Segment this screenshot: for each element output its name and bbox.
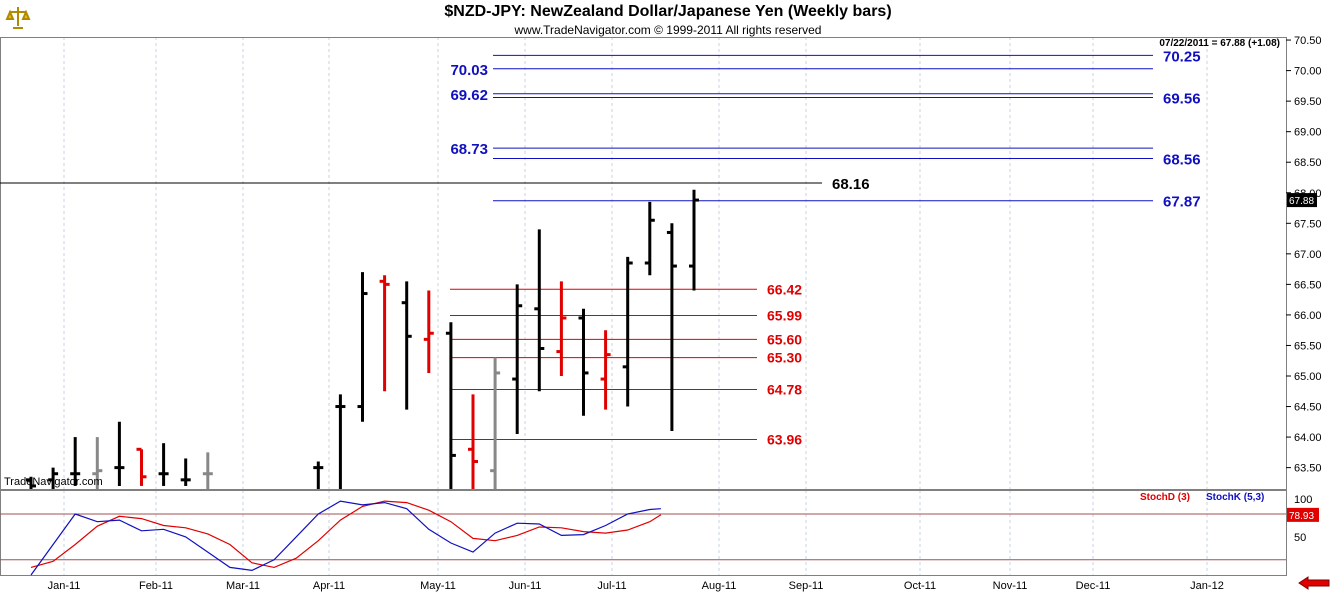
y-tick-label: 65.50 [1294,340,1322,352]
y-tick-label: 64.00 [1294,432,1322,444]
chart-gridlines [63,37,1208,575]
chart-frame [0,37,1287,576]
blue-level-label: 70.03 [450,62,488,79]
stoch-tick-label: 50 [1294,532,1306,544]
ohlc-bar [423,290,434,373]
stoch-tick-label: 100 [1294,494,1312,506]
legend-stochk[interactable]: StochK (5,3) [1206,492,1265,503]
ohlc-bar [313,461,324,489]
stoch-series-red [30,500,662,569]
price-bars [26,189,699,489]
black-level-label: 68.16 [832,176,870,193]
red-level-label: 66.42 [767,281,802,297]
x-tick-label: Oct-11 [904,580,936,592]
x-tick-label: Sep-11 [789,580,824,592]
red-level-label: 65.99 [767,308,802,324]
ohlc-bar [556,281,567,376]
blue-level-label: 67.87 [1163,194,1201,211]
legend-stochd[interactable]: StochD (3) [1140,492,1190,503]
last-price-info: 07/22/2011 = 67.88 (+1.08) [1159,38,1280,49]
price-levels: 70.25 70.03 69.62 69.56 68.73 68.56 67.87 68.16… [0,48,1201,448]
ohlc-bar [48,467,59,489]
ohlc-bar [512,284,523,435]
ohlc-bar [202,452,213,489]
x-tick-label: Jul-11 [597,580,626,592]
blue-level-label: 69.62 [450,87,488,104]
x-tick-label: Aug-11 [702,580,737,592]
ohlc-bar [666,223,677,431]
red-level-label: 63.96 [767,432,802,448]
red-level-label: 64.78 [767,381,802,397]
y-tick-label: 63.50 [1294,463,1322,475]
stoch-panel-border [0,490,1287,576]
ohlc-bar [490,357,501,489]
ohlc-bar [644,201,655,276]
x-tick-label: Jan-11 [48,580,81,592]
ohlc-bar [379,275,390,392]
last-price-label: 67.88 [1289,196,1314,207]
y-tick-label: 64.50 [1294,402,1322,414]
y-tick-label: 69.50 [1294,96,1322,108]
ohlc-bar [468,394,478,489]
x-tick-label: Apr-11 [313,580,345,592]
stochastics-panel: 100 50 78.93 [0,494,1319,576]
date-axis: Jan-11 Feb-11 Mar-11 Apr-11 May-11 Jun-11 Jul-… [48,580,1224,592]
blue-level-label: 69.56 [1163,90,1201,107]
ohlc-bar [158,443,169,486]
y-tick-label: 65.00 [1294,371,1322,383]
x-tick-label: Mar-11 [226,580,260,592]
watermark-text: TradeNavigator.com [4,476,103,488]
x-tick-label: May-11 [420,580,456,592]
y-tick-label: 68.50 [1294,157,1322,169]
x-tick-label: Nov-11 [993,580,1028,592]
ohlc-bar [401,281,412,410]
chart-subtitle: www.TradeNavigator.com © 1999-2011 All r… [514,23,822,37]
y-tick-label: 70.50 [1294,35,1322,47]
x-tick-label: Jun-11 [509,580,542,592]
x-tick-label: Jan-12 [1190,580,1224,592]
blue-level-label: 68.73 [450,141,488,158]
y-tick-label: 67.50 [1294,218,1322,230]
y-tick-label: 66.50 [1294,279,1322,291]
y-tick-label: 70.00 [1294,66,1322,78]
blue-level-label: 70.25 [1163,48,1201,65]
ohlc-bar [70,437,81,486]
ohlc-bar [622,256,633,407]
ohlc-bar [689,189,699,291]
chart-title: $NZD-JPY: NewZealand Dollar/Japanese Yen… [444,3,892,20]
y-tick-label: 69.00 [1294,127,1322,139]
ohlc-bar [180,458,191,486]
y-tick-label: 66.00 [1294,310,1322,322]
ohlc-bar [92,437,103,489]
back-arrow-icon[interactable] [1298,576,1330,590]
ohlc-bar [578,308,589,416]
stoch-last-tag [1287,507,1319,522]
price-panel-border [0,37,1287,490]
stoch-last-label: 78.93 [1289,511,1314,522]
blue-level-label: 68.56 [1163,152,1201,169]
price-axis: 70.5070.0069.5069.0068.5068.0067.5067.00… [1286,35,1322,475]
ohlc-bar [445,322,456,489]
x-tick-label: Feb-11 [139,580,173,592]
ohlc-bar [136,447,147,486]
x-tick-label: Dec-11 [1076,580,1111,592]
ohlc-bar [26,476,36,489]
y-tick-label: 67.00 [1294,249,1322,261]
ohlc-bar [357,272,368,422]
last-price-tag [1287,193,1317,208]
ohlc-bar [335,394,346,489]
tradenavigator-logo[interactable] [4,4,32,32]
ohlc-bar [534,229,545,392]
red-level-label: 65.30 [767,350,802,366]
ohlc-bar [114,421,125,486]
stoch-series-blue [30,500,661,576]
ohlc-bar [600,330,611,410]
red-level-label: 65.60 [767,331,802,347]
